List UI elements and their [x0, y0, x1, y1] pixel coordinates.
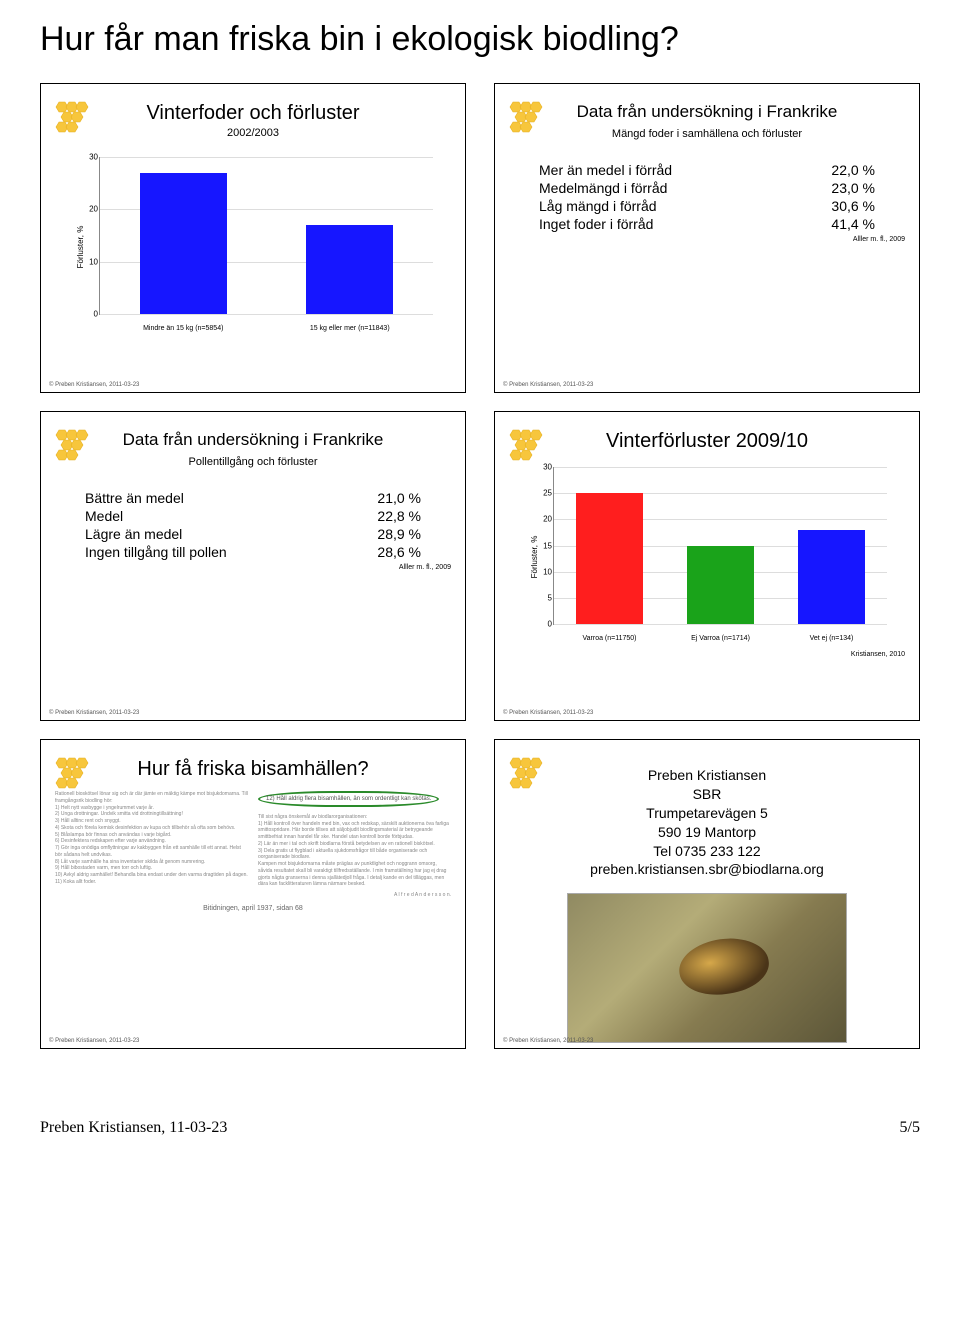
ytick: 10 [540, 567, 552, 576]
bar [798, 530, 865, 624]
honeycomb-icon [507, 98, 567, 138]
slide3-title: Data från undersökning i Frankrike [55, 430, 451, 450]
data-row: Medel 22,8 % [85, 508, 421, 524]
slide2-cite: Alller m. fl., 2009 [509, 236, 905, 243]
contact-tel: Tel 0735 233 122 [509, 842, 905, 861]
data-row: Medelmängd i förråd 23,0 % [539, 180, 875, 196]
row-value: 22,0 % [831, 162, 875, 178]
row-value: 28,9 % [377, 526, 421, 542]
contact-addr2: 590 19 Mantorp [509, 823, 905, 842]
bar [140, 173, 227, 314]
slide-footnote: © Preben Kristiansen, 2011-03-23 [503, 1038, 593, 1044]
slide4-ylabel: Förluster, % [530, 536, 539, 579]
ytick: 30 [86, 153, 98, 162]
row-value: 30,6 % [831, 198, 875, 214]
bar [687, 546, 754, 625]
row-value: 28,6 % [377, 544, 421, 560]
row-label: Låg mängd i förråd [539, 198, 657, 214]
slide-footnote: © Preben Kristiansen, 2011-03-23 [49, 1038, 139, 1044]
data-row: Lägre än medel 28,9 % [85, 526, 421, 542]
honeycomb-icon [507, 754, 567, 794]
honeycomb-icon [507, 426, 567, 466]
ytick: 5 [540, 593, 552, 602]
ytick: 0 [540, 620, 552, 629]
row-label: Medelmängd i förråd [539, 180, 667, 196]
ytick: 10 [86, 257, 98, 266]
data-row: Ingen tillgång till pollen 28,6 % [85, 544, 421, 560]
row-label: Ingen tillgång till pollen [85, 544, 227, 560]
circled-item: 12) Håll aldrig flera bisamhällen, än so… [258, 791, 439, 807]
ytick: 25 [540, 489, 552, 498]
honeycomb-icon [53, 426, 113, 466]
ytick: 20 [540, 515, 552, 524]
row-label: Bättre än medel [85, 490, 184, 506]
ytick: 0 [86, 310, 98, 319]
bar [306, 225, 393, 314]
footer-right: 5/5 [900, 1119, 920, 1137]
slide-frankrike-foder: Data från undersökning i Frankrike Mängd… [494, 83, 920, 393]
bar [576, 493, 643, 624]
contact-org: SBR [509, 785, 905, 804]
slide1-title: Vinterfoder och förluster [55, 102, 451, 125]
x-category: 15 kg eller mer (n=11843) [285, 325, 415, 332]
slide2-rows: Mer än medel i förråd 22,0 % Medelmängd i … [539, 162, 875, 232]
slide4-title: Vinterförluster 2009/10 [509, 430, 905, 453]
data-row: Mer än medel i förråd 22,0 % [539, 162, 875, 178]
bee-photo [567, 893, 847, 1043]
contact-addr1: Trumpetarevägen 5 [509, 804, 905, 823]
data-row: Inget foder i förråd 41,4 % [539, 216, 875, 232]
article-caption: Bitidningen, april 1937, sidan 68 [55, 905, 451, 912]
slide3-rows: Bättre än medel 21,0 % Medel 22,8 % Lägre än… [85, 490, 421, 560]
slide-contact: Preben Kristiansen SBR Trumpetarevägen 5… [494, 739, 920, 1049]
x-category: Vet ej (n=134) [767, 635, 897, 642]
slide1-chart: Förluster, % 0102030Mindre än 15 kg (n=5… [83, 157, 437, 337]
footer-left: Preben Kristiansen, 11-03-23 [40, 1119, 227, 1137]
slide5-title: Hur få friska bisamhällen? [55, 758, 451, 781]
data-row: Bättre än medel 21,0 % [85, 490, 421, 506]
row-label: Mer än medel i förråd [539, 162, 672, 178]
honeycomb-icon [53, 754, 113, 794]
slide4-cite: Kristiansen, 2010 [509, 651, 905, 658]
slide1-subtitle: 2002/2003 [55, 127, 451, 139]
slide2-title: Data från undersökning i Frankrike [509, 102, 905, 122]
slide-article: Hur få friska bisamhällen? Rationell bio… [40, 739, 466, 1049]
row-label: Medel [85, 508, 123, 524]
row-value: 21,0 % [377, 490, 421, 506]
article-col-left: Rationell bioskötsel lönar sig och är dä… [55, 791, 248, 899]
article-col-right: 12) Håll aldrig flera bisamhällen, än so… [258, 791, 451, 899]
slide3-heading: Pollentillgång och förluster [55, 456, 451, 468]
slide-footnote: © Preben Kristiansen, 2011-03-23 [503, 710, 593, 716]
row-value: 23,0 % [831, 180, 875, 196]
ytick: 30 [540, 463, 552, 472]
article-author: A l f r e d A n d e r s s o n. [258, 892, 451, 899]
slide1-ylabel: Förluster, % [76, 226, 85, 269]
ytick: 20 [86, 205, 98, 214]
x-category: Mindre än 15 kg (n=5854) [118, 325, 248, 332]
slide-footnote: © Preben Kristiansen, 2011-03-23 [49, 710, 139, 716]
contact-email: preben.kristiansen.sbr@biodlarna.org [509, 860, 905, 879]
data-row: Låg mängd i förråd 30,6 % [539, 198, 875, 214]
ytick: 15 [540, 541, 552, 550]
slide-footnote: © Preben Kristiansen, 2011-03-23 [503, 382, 593, 388]
slide2-heading: Mängd foder i samhällena och förluster [509, 128, 905, 140]
honeycomb-icon [53, 98, 113, 138]
slide-footnote: © Preben Kristiansen, 2011-03-23 [49, 382, 139, 388]
row-value: 41,4 % [831, 216, 875, 232]
slide-frankrike-pollen: Data från undersökning i Frankrike Polle… [40, 411, 466, 721]
slide-vinterforluster: Vinterförluster 2009/10 Förluster, % 0 5 1… [494, 411, 920, 721]
row-label: Inget foder i förråd [539, 216, 653, 232]
slide4-chart: Förluster, % 051015202530Varroa (n=11750… [537, 467, 891, 647]
contact-name: Preben Kristiansen [509, 766, 905, 785]
page-title: Hur får man friska bin i ekologisk biodl… [40, 20, 920, 59]
row-label: Lägre än medel [85, 526, 182, 542]
slide3-cite: Alller m. fl., 2009 [55, 564, 451, 571]
row-value: 22,8 % [377, 508, 421, 524]
slide-vinterfoder: Vinterfoder och förluster 2002/2003 Förl… [40, 83, 466, 393]
